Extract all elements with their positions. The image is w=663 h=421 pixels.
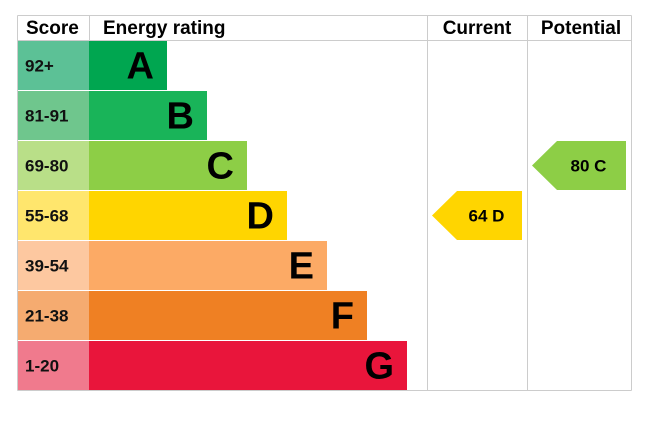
current-rating-label: 64 D: [469, 207, 505, 226]
score-label-d: 55-68: [25, 207, 68, 226]
score-cell-f: [18, 291, 89, 340]
score-label-e: 39-54: [25, 257, 69, 276]
score-cell-d: [18, 191, 89, 240]
potential-column-header: Potential: [541, 18, 621, 39]
band-letter-e: E: [289, 246, 314, 288]
band-letter-f: F: [331, 296, 354, 338]
score-label-a: 92+: [25, 57, 54, 76]
band-bar-b: [89, 91, 207, 140]
score-cell-g: [18, 341, 89, 390]
band-letter-b: B: [167, 96, 194, 138]
rating-indicators: 64 D 80 C: [432, 141, 626, 240]
score-label-b: 81-91: [25, 107, 68, 126]
band-letter-g: G: [364, 346, 394, 388]
band-bar-f: [89, 291, 367, 340]
score-column-header: Score: [26, 18, 79, 39]
band-letter-a: A: [127, 46, 154, 88]
score-cell-c: [18, 141, 89, 190]
potential-rating-arrow: [532, 141, 626, 190]
band-bar-d: [89, 191, 287, 240]
band-bar-e: [89, 241, 327, 290]
current-rating-arrow: [432, 191, 522, 240]
score-label-c: 69-80: [25, 157, 68, 176]
band-bar-g: [89, 341, 407, 390]
score-label-g: 1-20: [25, 357, 59, 376]
rating-bands: 92+ A 81-91 B 69-80 C 55-68 D 39-54 E 21-38 F 1-20 G: [18, 41, 407, 390]
grid-lines: [17, 15, 632, 391]
current-column-header: Current: [443, 18, 512, 39]
band-bar-a: [89, 41, 167, 90]
score-cell-e: [18, 241, 89, 290]
score-cell-b: [18, 91, 89, 140]
band-letter-d: D: [247, 196, 274, 238]
energy-rating-column-header: Energy rating: [103, 18, 225, 39]
score-cell-a: [18, 41, 89, 90]
band-letter-c: C: [207, 146, 234, 188]
band-bar-c: [89, 141, 247, 190]
potential-rating-label: 80 C: [571, 157, 607, 176]
score-label-f: 21-38: [25, 307, 68, 326]
